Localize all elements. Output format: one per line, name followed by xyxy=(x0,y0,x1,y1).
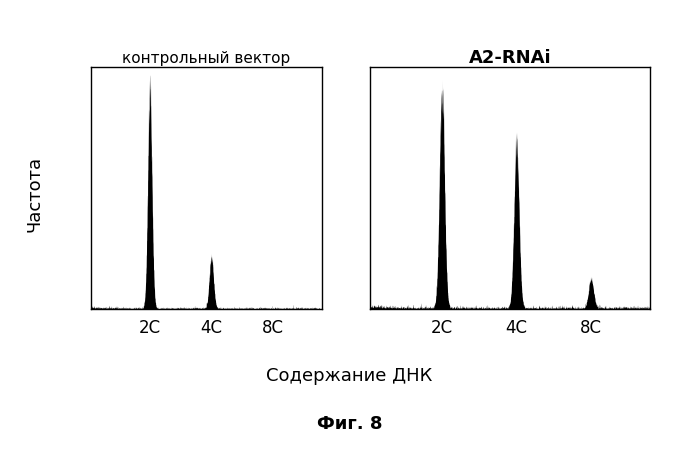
Text: Фиг. 8: Фиг. 8 xyxy=(317,414,382,432)
Title: контрольный вектор: контрольный вектор xyxy=(122,51,290,66)
Text: Содержание ДНК: Содержание ДНК xyxy=(266,366,433,384)
Title: A2-RNAi: A2-RNAi xyxy=(469,49,552,67)
Text: Частота: Частота xyxy=(26,156,44,231)
